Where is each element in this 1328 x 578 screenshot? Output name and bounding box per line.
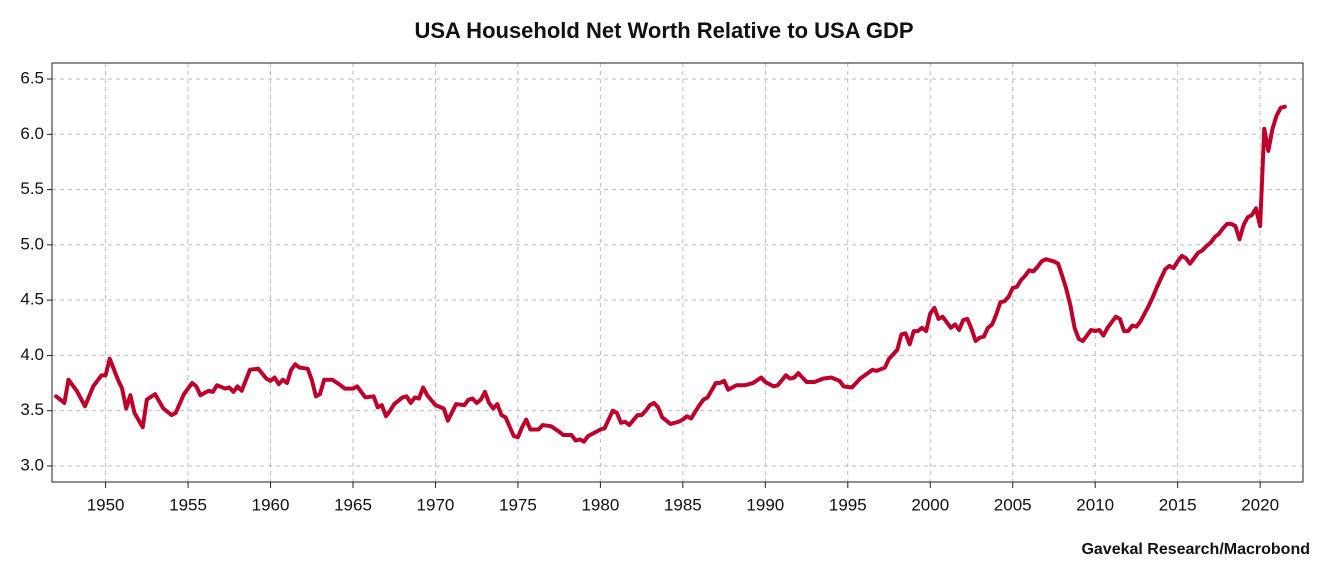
chart-title: USA Household Net Worth Relative to USA … bbox=[414, 18, 913, 43]
y-tick-label: 5.0 bbox=[20, 234, 44, 253]
y-tick-label: 3.0 bbox=[20, 455, 44, 474]
x-tick-label: 1995 bbox=[829, 495, 867, 514]
x-tick-label: 1985 bbox=[664, 495, 702, 514]
x-tick-label: 2020 bbox=[1241, 495, 1279, 514]
y-tick-label: 4.0 bbox=[20, 345, 44, 364]
x-tick-label: 1970 bbox=[417, 495, 455, 514]
data-line bbox=[54, 104, 1287, 444]
y-tick-label: 3.5 bbox=[20, 400, 44, 419]
y-tick-label: 5.5 bbox=[20, 179, 44, 198]
x-tick-label: 1980 bbox=[581, 495, 619, 514]
x-tick-label: 2000 bbox=[911, 495, 949, 514]
x-tick-label: 2005 bbox=[994, 495, 1032, 514]
y-tick-label: 4.5 bbox=[20, 290, 44, 309]
x-tick-label: 1965 bbox=[334, 495, 372, 514]
x-tick-label: 1990 bbox=[746, 495, 784, 514]
x-tick-label: 2015 bbox=[1159, 495, 1197, 514]
plot-frame bbox=[51, 62, 1304, 483]
y-tick-label: 6.5 bbox=[20, 69, 44, 88]
x-tick-label: 1960 bbox=[252, 495, 290, 514]
y-tick-label: 6.0 bbox=[20, 124, 44, 143]
x-tick-label: 2010 bbox=[1076, 495, 1114, 514]
source-note: Gavekal Research/Macrobond bbox=[1081, 541, 1310, 558]
x-tick-label: 1955 bbox=[169, 495, 207, 514]
x-tick-label: 1975 bbox=[499, 495, 537, 514]
x-tick-label: 1950 bbox=[87, 495, 125, 514]
